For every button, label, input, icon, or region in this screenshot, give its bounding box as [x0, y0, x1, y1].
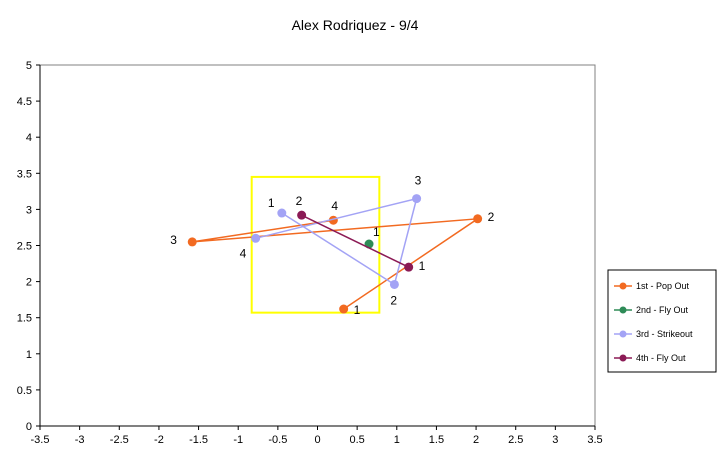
x-tick-label: 1.5: [429, 434, 444, 446]
x-tick-label: -2: [154, 434, 164, 446]
y-tick-label: 3.5: [17, 168, 32, 180]
x-tick-label: 2.5: [508, 434, 523, 446]
chart-title: Alex Rodriquez - 9/4: [292, 17, 419, 33]
y-tick-label: 0: [26, 421, 32, 433]
legend-item: 4th - Fly Out: [614, 353, 686, 363]
x-tick-label: 0.5: [349, 434, 364, 446]
legend-item: 2nd - Fly Out: [614, 305, 689, 315]
legend-marker: [619, 330, 627, 338]
x-tick-label: 3.5: [587, 434, 602, 446]
y-tick-label: 1.5: [17, 313, 32, 325]
data-point: [404, 262, 414, 272]
legend: 1st - Pop Out 2nd - Fly Out 3rd - Strikeou…: [607, 269, 717, 373]
point-label: 2: [488, 210, 495, 224]
x-tick-label: -1.5: [189, 434, 208, 446]
data-point: [473, 214, 483, 224]
y-tick-label: 4.5: [17, 96, 32, 108]
point-label: 4: [331, 199, 338, 213]
y-tick-label: 3: [26, 204, 32, 216]
plot-frame: [39, 64, 596, 427]
x-tick-label: -3: [75, 434, 85, 446]
legend-item: 1st - Pop Out: [614, 281, 690, 291]
x-tick-label: 3: [552, 434, 558, 446]
plot-area: -3.5 -3 -2.5 -2 -1.5 -1 -0.5 0 0.5 1 1.5 2 2.5 3 3.5 0 0…: [17, 60, 603, 446]
y-tick-label: 5: [26, 60, 32, 72]
point-label: 2: [296, 194, 303, 208]
data-point: [297, 210, 307, 220]
point-label: 3: [415, 174, 422, 188]
strike-zone: [250, 175, 381, 314]
series-line: [301, 214, 410, 268]
data-point: [339, 304, 349, 314]
point-label: 1: [354, 303, 361, 317]
x-tick-label: -2.5: [110, 434, 129, 446]
legend-label: 3rd - Strikeout: [636, 329, 693, 339]
legend-item: 3rd - Strikeout: [614, 329, 693, 339]
data-point: [251, 233, 261, 243]
legend-marker: [619, 282, 627, 290]
data-point: [412, 194, 422, 204]
data-point: [389, 279, 399, 289]
legend-marker: [619, 354, 627, 362]
data-point: [277, 208, 287, 218]
y-tick-label: 1: [26, 349, 32, 361]
legend-label: 1st - Pop Out: [636, 281, 690, 291]
x-tick-label: 0: [314, 434, 320, 446]
y-tick-label: 2: [26, 277, 32, 289]
legend-label: 4th - Fly Out: [636, 353, 686, 363]
series-4: 21: [296, 194, 426, 273]
legend-label: 2nd - Fly Out: [636, 305, 689, 315]
y-tick-label: 2.5: [17, 241, 32, 253]
x-tick-label: -1: [233, 434, 243, 446]
x-tick-label: -3.5: [31, 434, 50, 446]
point-label: 4: [240, 246, 247, 260]
point-label: 3: [170, 233, 177, 247]
x-tick-label: -0.5: [268, 434, 287, 446]
point-label: 1: [419, 259, 426, 273]
series-3: 1 2 3 4: [240, 174, 422, 308]
legend-marker: [619, 306, 627, 314]
x-tick-label: 2: [473, 434, 479, 446]
y-tick-label: 4: [26, 132, 32, 144]
data-point: [187, 237, 197, 247]
series-line: [255, 197, 418, 286]
point-label: 2: [390, 293, 397, 307]
y-tick-label: 0.5: [17, 385, 32, 397]
point-label: 1: [268, 196, 275, 210]
point-label: 1: [373, 225, 380, 239]
x-tick-label: 1: [394, 434, 400, 446]
